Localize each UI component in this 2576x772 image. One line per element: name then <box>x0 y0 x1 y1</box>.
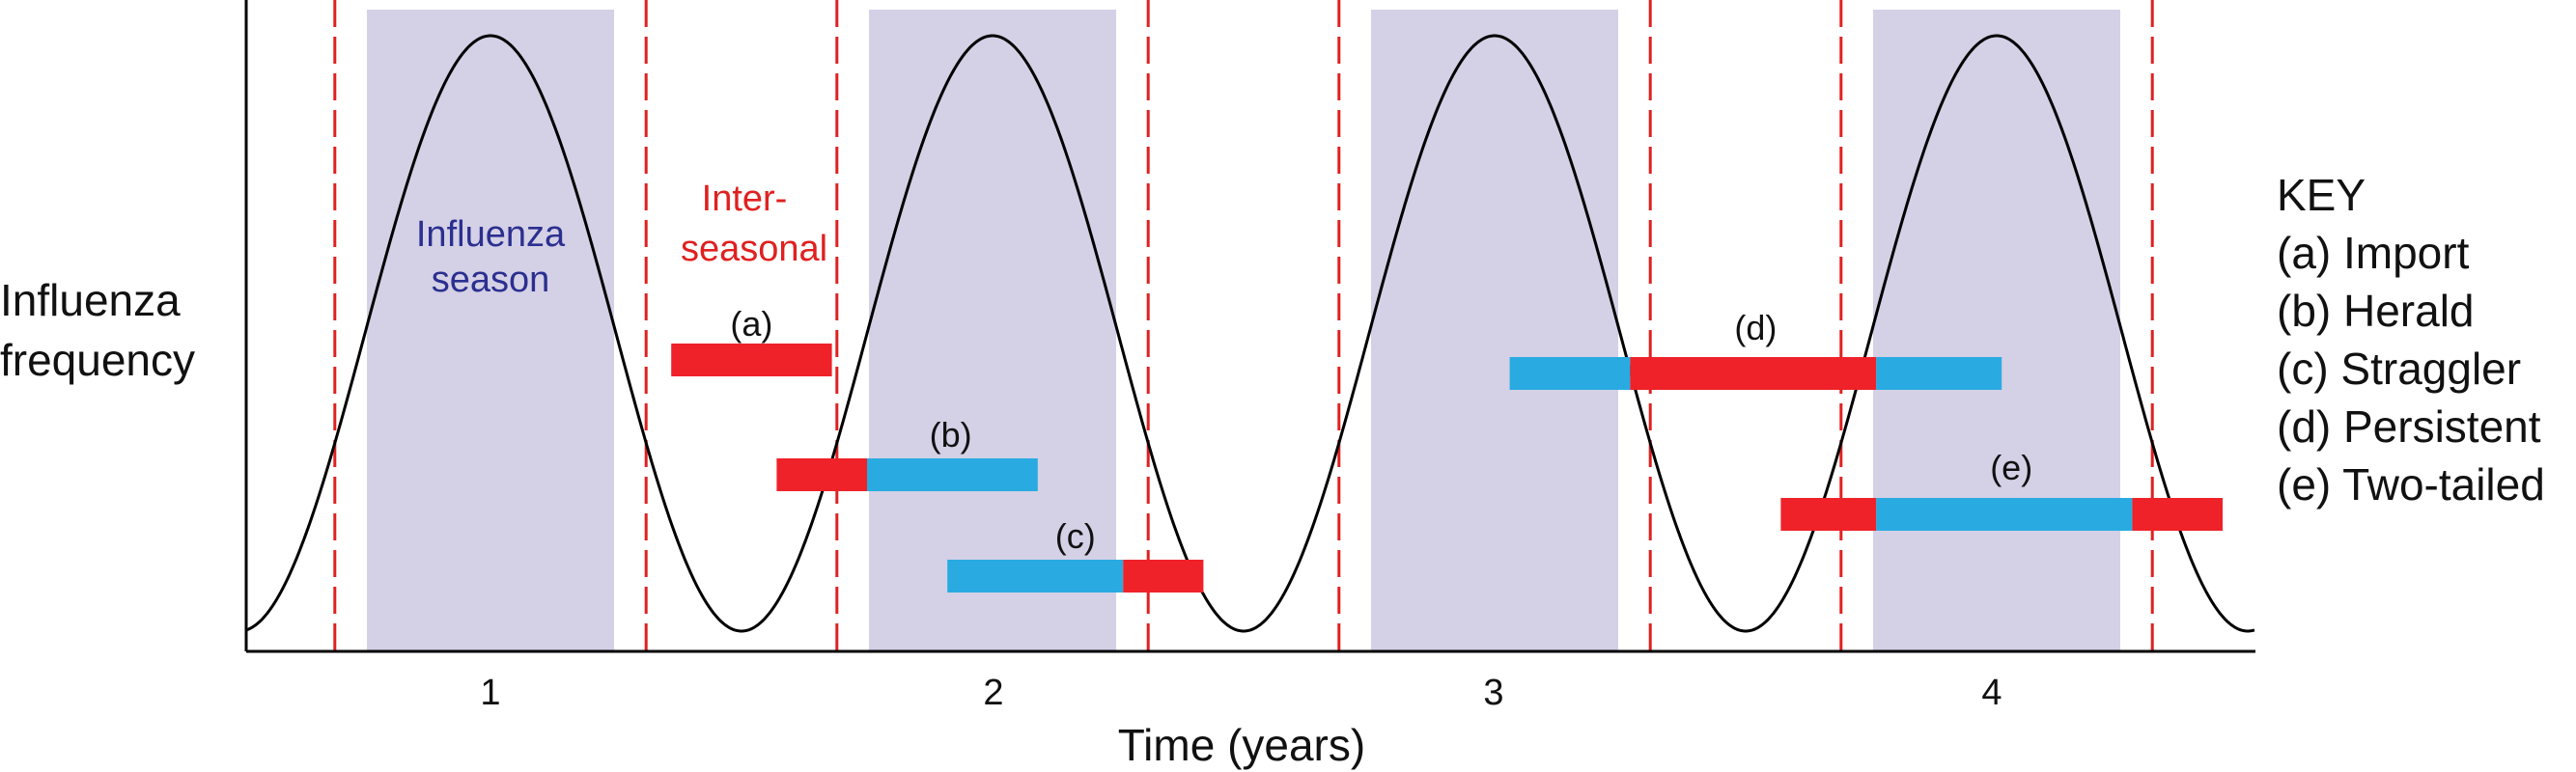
bar-d-segment-3-season <box>1876 357 2002 390</box>
bar-d-segment-2-interseasonal <box>1630 357 1877 390</box>
lineage-bar-b <box>776 458 1038 491</box>
lineage-bar-d <box>1509 357 2002 390</box>
bar-e-segment-3-interseasonal <box>2132 498 2223 531</box>
bar-a-segment-1-interseasonal <box>671 344 832 376</box>
season-shade-2 <box>869 10 1116 651</box>
key-legend: KEY (a) Import (b) Herald (c) Straggler … <box>2277 166 2545 513</box>
lineage-bar-labels: (a) (b) (c) (d) (e) <box>730 304 2032 556</box>
y-axis-label-line-2: frequency <box>0 335 196 385</box>
x-tick-1: 1 <box>480 673 500 713</box>
season-label: Influenza season <box>416 214 566 300</box>
x-tick-labels: 1 2 3 4 <box>480 673 2002 713</box>
key-item-import: (a) Import <box>2277 228 2470 278</box>
x-axis-label: Time (years) <box>1118 720 1365 770</box>
season-shade-3 <box>1371 10 1618 651</box>
x-tick-4: 4 <box>1981 673 2002 713</box>
key-item-persistent: (d) Persistent <box>2277 401 2541 452</box>
season-label-line-1: Influenza <box>416 214 566 255</box>
season-shades <box>367 10 2120 651</box>
interseasonal-label-line-1: Inter- <box>702 179 788 219</box>
bar-b-segment-2-season <box>867 458 1038 491</box>
bar-label-c: (c) <box>1055 516 1096 556</box>
bar-label-e: (e) <box>1990 448 2032 487</box>
bar-d-segment-1-season <box>1509 357 1631 390</box>
interseasonal-label-line-2: seasonal <box>681 229 827 269</box>
key-title: KEY <box>2277 170 2366 220</box>
season-shade-1 <box>367 10 614 651</box>
bar-c-segment-2-interseasonal <box>1123 560 1204 593</box>
influenza-frequency-curve <box>245 34 2255 633</box>
lineage-bar-c <box>947 560 1204 593</box>
bar-e-segment-2-season <box>1876 498 2133 531</box>
y-axis-label-line-1: Influenza <box>0 275 181 325</box>
y-axis-label: Influenza frequency <box>0 270 195 390</box>
bar-label-a: (a) <box>730 304 772 344</box>
bar-c-segment-1-season <box>947 560 1124 593</box>
lineage-bar-e <box>1780 498 2223 531</box>
x-tick-2: 2 <box>983 673 1003 713</box>
x-tick-3: 3 <box>1483 673 1503 713</box>
bar-label-b: (b) <box>930 415 972 455</box>
key-item-two-tailed: (e) Two-tailed <box>2277 459 2545 510</box>
bar-e-segment-1-interseasonal <box>1780 498 1877 531</box>
key-item-herald: (b) Herald <box>2277 286 2475 336</box>
lineage-bars <box>671 344 2223 593</box>
key-item-straggler: (c) Straggler <box>2277 344 2522 394</box>
season-label-line-2: season <box>432 260 550 300</box>
season-shade-4 <box>1873 10 2120 651</box>
lineage-bar-a <box>671 344 832 376</box>
bar-label-d: (d) <box>1734 308 1777 347</box>
bar-b-segment-1-interseasonal <box>776 458 867 491</box>
interseasonal-label: Inter- seasonal <box>681 179 827 269</box>
